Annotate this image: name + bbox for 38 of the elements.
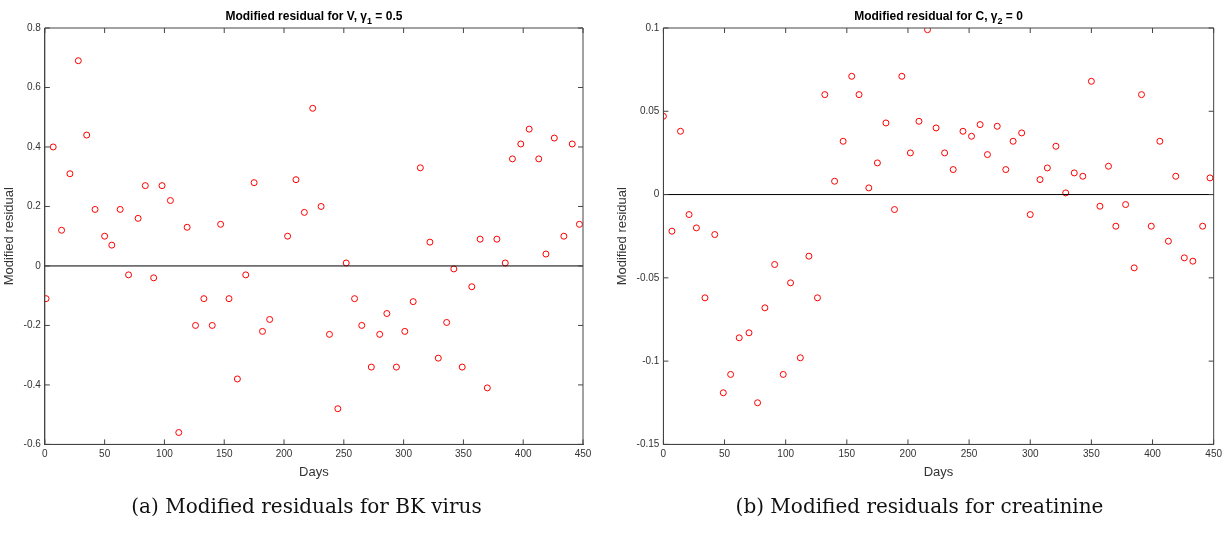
y-tick-label: 0.6 [26,81,42,93]
y-tick-label: 0.1 [645,21,660,33]
x-tick-label: 100 [777,448,795,460]
y-axis-title: Modified residual [614,186,630,286]
text: (a) Modified residuals for BK virus [130,494,483,518]
text: (b) Modified residuals for creatinine [734,494,1105,518]
x-tick-label: 200 [899,448,917,460]
x-tick-label: 450 [574,448,592,460]
x-tick-label: 400 [514,448,532,460]
x-tick-label: 300 [395,448,413,460]
x-axis-title: Days [299,463,330,479]
x-tick-label: 250 [335,448,353,460]
x-tick-label: 50 [718,448,731,460]
y-tick-label: 0.4 [26,140,42,152]
y-tick-label: 0 [35,259,42,271]
y-tick-label: 0.2 [26,200,42,212]
x-axis-title: Days [923,463,954,479]
y-tick-label: -0.05 [636,271,660,283]
x-tick-label: 200 [275,448,293,460]
y-tick-label: -0.15 [636,438,660,450]
x-tick-label: 100 [156,448,174,460]
y-tick-label: -0.4 [23,378,42,390]
x-tick-label: 350 [1083,448,1101,460]
y-axis-title: Modified residual [1,186,17,286]
x-tick-label: 300 [1021,448,1040,460]
y-tick-label: -0.2 [23,319,42,331]
x-tick-label: 250 [960,448,978,460]
y-tick-label: 0 [653,188,660,200]
x-tick-label: 400 [1144,448,1162,460]
x-tick-label: 150 [215,448,233,460]
x-tick-label: 150 [838,448,856,460]
y-tick-label: -0.1 [642,354,660,366]
x-tick-label: 50 [99,448,111,460]
y-tick-label: 0.05 [639,105,660,117]
x-tick-label: 450 [1205,448,1223,460]
y-tick-label: -0.6 [23,438,42,450]
y-tick-label: 0.8 [26,21,42,33]
x-tick-label: 350 [455,448,473,460]
